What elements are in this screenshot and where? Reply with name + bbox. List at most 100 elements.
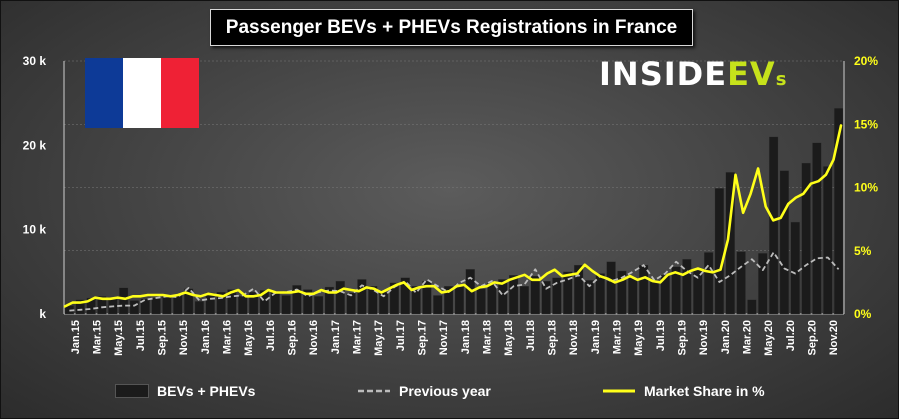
bar: [357, 279, 367, 315]
bar: [801, 162, 811, 315]
x-tick-label: Sep.18: [547, 320, 559, 355]
chart-title: Passenger BEVs + PHEVs Registrations in …: [210, 9, 693, 46]
y-right-tick-label: 15%: [854, 117, 878, 131]
bar: [422, 280, 432, 315]
bar: [303, 289, 313, 315]
bar: [812, 142, 822, 315]
bar: [768, 136, 779, 315]
bar: [173, 295, 183, 315]
bar: [628, 277, 638, 315]
bar: [281, 295, 291, 315]
bar: [476, 288, 486, 315]
y-right-tick-label: 10%: [854, 181, 878, 195]
bar: [227, 289, 237, 315]
x-tick-label: Nov.20: [828, 320, 840, 355]
x-tick-label: May.15: [113, 320, 125, 356]
bar: [313, 296, 324, 315]
logo-ev-text: EV: [727, 55, 776, 93]
bar: [703, 252, 714, 315]
y-left-tick-label: 10 k: [23, 223, 47, 237]
bar: [790, 221, 800, 315]
legend-item-bars: BEVs + PHEVs: [115, 377, 255, 405]
legend-bars-label: BEVs + PHEVs: [157, 383, 256, 399]
y-left-tick-label: 20 k: [23, 138, 47, 152]
bar: [118, 287, 129, 315]
insideevs-logo: INSIDE EV s: [599, 55, 787, 95]
bar: [758, 253, 768, 315]
bar: [129, 300, 140, 315]
bar: [194, 301, 205, 315]
bar: [617, 270, 627, 315]
x-tick-label: Mar.19: [612, 320, 624, 354]
flag-blue-stripe: [85, 58, 123, 128]
bar: [205, 292, 215, 315]
bar: [346, 292, 356, 315]
bar: [368, 286, 378, 315]
bar: [454, 284, 465, 315]
x-tick-label: Nov.18: [568, 320, 580, 355]
y-left-tick-label: k: [39, 307, 46, 321]
flag-white-stripe: [123, 58, 161, 128]
bar: [75, 299, 85, 315]
x-tick-label: Nov.15: [178, 320, 190, 355]
y-right-tick-label: 0%: [854, 307, 872, 321]
legend-share-label: Market Share in %: [644, 383, 765, 399]
bar: [779, 170, 790, 315]
bar: [259, 290, 270, 315]
x-tick-label: Jan.17: [330, 320, 342, 354]
bar: [465, 269, 475, 315]
x-tick-label: Sep.17: [417, 320, 429, 355]
market-share-line: [63, 124, 843, 308]
logo-s-text: s: [775, 69, 788, 90]
bar: [573, 264, 584, 315]
bar: [530, 275, 540, 315]
x-tick-label: Jul.16: [265, 320, 277, 351]
bar: [519, 286, 530, 315]
x-tick-label: Sep.16: [287, 320, 299, 355]
x-tick-label: Mar.20: [742, 320, 754, 354]
x-tick-label: Nov.17: [438, 320, 450, 355]
bar: [324, 286, 335, 315]
x-tick-label: Jan.18: [460, 320, 472, 354]
previous-year-line: [69, 251, 840, 312]
bar: [606, 261, 616, 315]
bar: [140, 298, 150, 315]
legend-item-previous: Previous year: [357, 377, 491, 405]
x-tick-label: Jan.16: [200, 320, 212, 354]
bar: [649, 281, 660, 315]
legend-bar-swatch: [115, 384, 149, 398]
x-tick-label: Sep.15: [157, 320, 169, 355]
x-tick-label: Jul.18: [525, 320, 537, 351]
x-tick-label: May.17: [373, 320, 385, 356]
x-tick-label: Jan.20: [720, 320, 732, 354]
x-tick-label: Sep.20: [807, 320, 819, 355]
bar: [833, 108, 844, 315]
bar: [389, 282, 400, 315]
x-tick-label: Mar.16: [222, 320, 234, 354]
bar: [335, 280, 345, 315]
bar: [584, 280, 595, 315]
bar: [714, 188, 725, 315]
bar: [487, 282, 497, 315]
legend-share-swatch: [603, 389, 635, 393]
logo-inside-text: INSIDE: [599, 55, 728, 93]
bar: [660, 275, 670, 315]
y-right-tick-label: 20%: [854, 54, 878, 68]
bar: [411, 286, 421, 315]
bar: [823, 166, 833, 315]
x-tick-label: May.19: [633, 320, 645, 356]
x-tick-label: Jan.15: [70, 320, 82, 354]
bar: [541, 280, 551, 315]
bar: [747, 299, 757, 315]
bar: [443, 286, 454, 315]
x-tick-label: Jul.19: [655, 320, 667, 351]
bar: [563, 271, 573, 315]
bar: [238, 296, 248, 315]
bar: [162, 296, 172, 315]
bar: [292, 285, 302, 315]
bar: [498, 279, 508, 315]
bar: [400, 277, 410, 315]
bar: [216, 291, 226, 315]
